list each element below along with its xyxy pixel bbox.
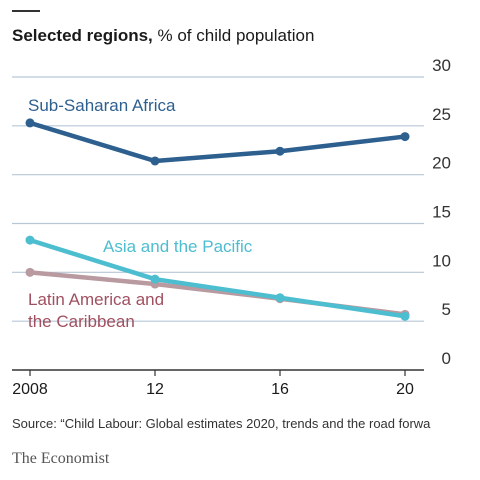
data-point-latin-america-and-the-caribbean [25,267,35,277]
y-tick-label: 25 [432,105,451,124]
series-label-asia-and-the-pacific: Asia and the Pacific [103,237,253,256]
series-label-sub-saharan-africa: Sub-Saharan Africa [28,96,176,115]
data-point-sub-saharan-africa [25,118,35,128]
data-point-sub-saharan-africa [150,156,160,166]
brand-logo: The Economist [12,450,110,467]
data-point-asia-and-the-pacific [150,274,160,284]
data-point-asia-and-the-pacific [275,293,285,303]
x-tick-labels: 2008 12 16 20 [12,370,414,398]
top-rule [12,10,40,12]
data-point-sub-saharan-africa [275,146,285,156]
y-tick-label: 5 [442,300,451,319]
x-tick-label: 16 [271,381,289,398]
series-line-asia-and-the-pacific [27,237,408,319]
chart-title-main: Selected regions, [12,26,153,45]
series-label-latin-america-and-the-caribbean: Latin America and the Caribbean [28,290,164,331]
series-line-sub-saharan-africa [27,120,408,164]
series-lines [25,118,410,321]
y-tick-labels: 0 5 10 15 20 25 30 [432,56,451,368]
y-tick-label: 15 [432,203,451,222]
line-chart: 0 5 10 15 20 25 30 2008 12 16 20 Sub-Saharan Afri… [12,56,451,398]
data-point-sub-saharan-africa [400,132,410,142]
x-tick-label: 2008 [12,381,48,398]
data-point-asia-and-the-pacific [400,311,410,321]
source-note: Source: “Child Labour: Global estimates … [12,416,431,431]
data-point-asia-and-the-pacific [25,235,35,245]
chart-title: Selected regions, % of child population [12,26,314,46]
x-tick-label: 20 [396,381,414,398]
y-tick-label: 10 [432,251,451,270]
y-tick-label: 20 [432,154,451,173]
x-tick-label: 12 [146,381,164,398]
y-tick-label: 30 [432,56,451,75]
y-tick-label: 0 [442,349,451,368]
gridlines [12,76,424,371]
chart-title-unit: % of child population [157,26,315,45]
series-labels: Sub-Saharan Africa Asia and the Pacific La… [28,96,253,331]
